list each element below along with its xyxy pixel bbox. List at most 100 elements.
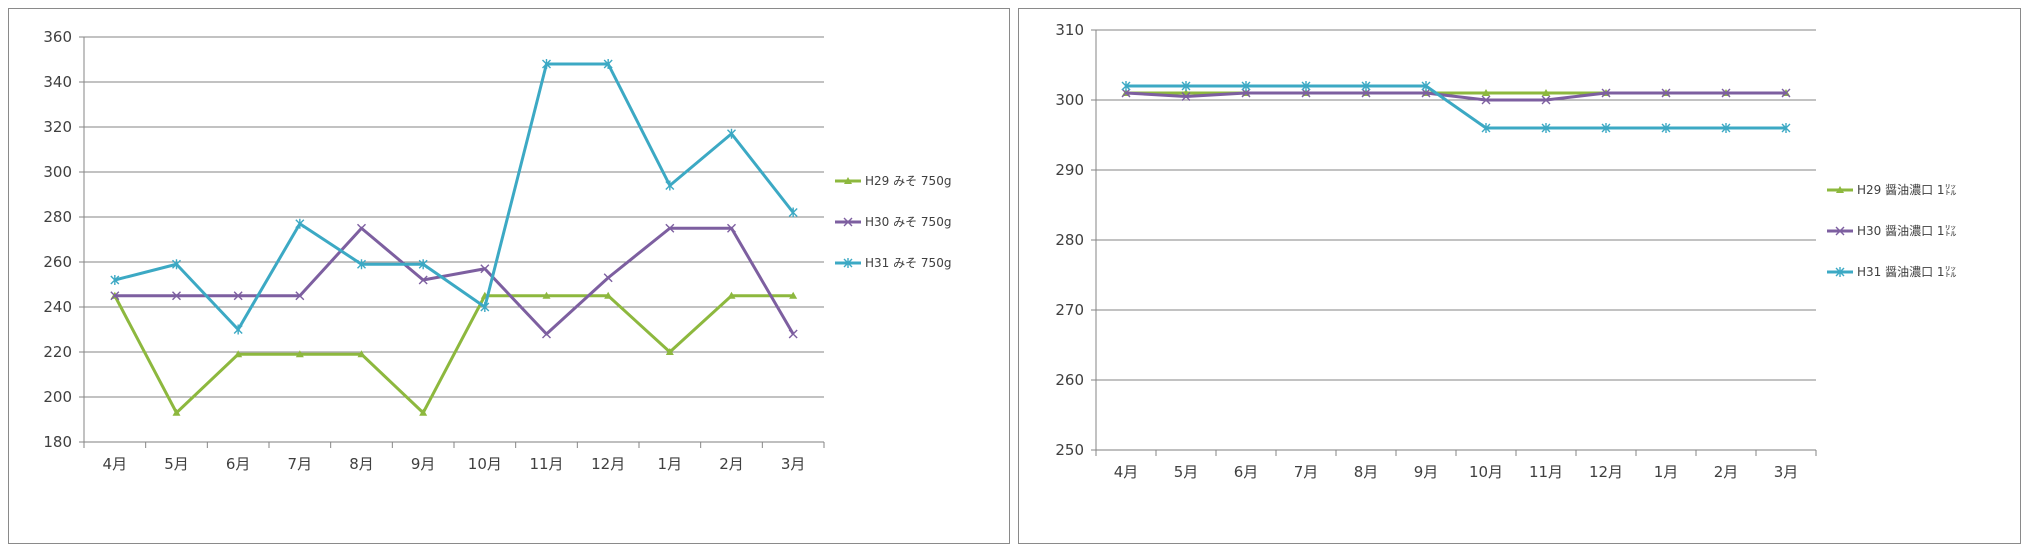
soy-legend-item: H29 醤油濃口 1㍑	[1827, 182, 1957, 197]
miso-data-point	[542, 59, 551, 69]
miso-data-point	[357, 223, 366, 233]
soy-data-point	[1481, 95, 1491, 105]
soy-x-tick-label: 5月	[1174, 463, 1199, 481]
miso-series-1	[110, 291, 798, 416]
miso-data-point	[665, 180, 675, 191]
soy-data-point	[1121, 88, 1131, 98]
miso-y-tick-label: 280	[43, 208, 72, 226]
soy-data-point	[1541, 123, 1551, 133]
soy-data-point	[1361, 81, 1371, 91]
miso-data-point	[480, 302, 490, 312]
miso-x-tick-label: 12月	[591, 455, 625, 473]
soy-x-tick-label: 9月	[1414, 463, 1439, 481]
soy-y-tick-label: 260	[1055, 371, 1084, 389]
soy-data-point	[1361, 88, 1371, 98]
miso-gridlines	[79, 36, 824, 443]
miso-legend-label: H31 みそ 750g	[865, 256, 951, 270]
soy-legend-label: H29 醤油濃口 1㍑	[1857, 182, 1957, 197]
soy-data-point	[1421, 88, 1431, 98]
soy-data-point	[1542, 89, 1550, 96]
soy-data-point	[1781, 88, 1791, 98]
soy-series-line	[1125, 91, 1786, 102]
soy-x-tick-label: 8月	[1354, 463, 1379, 481]
soy-data-point	[1181, 92, 1191, 101]
miso-y-tick-label: 220	[43, 343, 72, 361]
soy-data-point	[1482, 89, 1490, 96]
soy-legend-marker	[1835, 226, 1845, 236]
soy-series-line	[1126, 84, 1786, 130]
miso-y-tick-label: 360	[43, 28, 72, 46]
miso-y-tick-label: 240	[43, 298, 72, 316]
miso-data-point	[788, 329, 798, 339]
miso-series-line	[114, 62, 795, 331]
miso-data-point	[727, 223, 736, 233]
soy-data-point	[1241, 81, 1251, 91]
soy-y-tick-label: 290	[1055, 161, 1084, 179]
miso-x-tick-label: 11月	[529, 455, 563, 473]
miso-data-point	[172, 408, 181, 416]
soy-x-tick-label: 7月	[1294, 463, 1319, 481]
miso-legend-item: H29 みそ 750g	[835, 174, 951, 188]
soy-data-point	[1481, 123, 1491, 133]
soy-x-tick-label: 2月	[1714, 463, 1739, 481]
miso-series-line	[114, 226, 795, 336]
miso-legend-marker	[843, 258, 853, 268]
miso-data-point	[480, 264, 490, 274]
soy-data-point	[1301, 81, 1311, 91]
miso-legend-marker	[844, 177, 852, 184]
miso-data-point	[233, 324, 243, 335]
miso-x-tick-label: 3月	[781, 455, 806, 473]
miso-y-tick-label: 340	[43, 73, 72, 91]
miso-y-tick-label: 300	[43, 163, 72, 181]
miso-data-point	[789, 291, 798, 299]
miso-x-tick-label: 1月	[658, 455, 683, 473]
soy-data-point	[1601, 88, 1611, 98]
miso-data-point	[233, 291, 243, 301]
soy-data-point	[1121, 81, 1131, 91]
miso-data-point	[418, 275, 428, 285]
miso-data-point	[542, 329, 551, 339]
miso-x-tick-label: 10月	[468, 455, 502, 473]
miso-data-point	[357, 350, 366, 358]
miso-x-tick-label: 5月	[164, 455, 189, 473]
miso-data-point	[234, 350, 243, 358]
soy-data-point	[1721, 88, 1731, 98]
miso-x-tick-label: 2月	[719, 455, 744, 473]
soy-x-tick-label: 10月	[1469, 463, 1503, 481]
miso-data-point	[665, 223, 675, 233]
chart-soy-sauce-svg: 250 260 270 280 290 300 310 4月 5月 6月 7月 8月 9月 10月 11月 1…	[1055, 21, 1957, 481]
miso-data-point	[110, 275, 120, 285]
soy-series-3	[1121, 81, 1791, 133]
miso-data-point	[603, 59, 613, 69]
soy-data-point	[1721, 123, 1731, 133]
miso-data-point	[603, 273, 613, 283]
miso-data-point	[665, 348, 674, 355]
chart-miso-svg: 180 200 220 240 260 280 300 320 340 360 4月 5月 6月 7月 8月…	[43, 28, 951, 473]
miso-y-tick-label: 320	[43, 118, 72, 136]
soy-x-tick-label: 3月	[1774, 463, 1799, 481]
miso-x-tick-label: 4月	[103, 455, 128, 473]
soy-series-2	[1121, 88, 1791, 105]
miso-y-tick-label: 260	[43, 253, 72, 271]
miso-x-tick-label: 6月	[226, 455, 251, 473]
miso-legend-item: H31 みそ 750g	[835, 256, 951, 270]
miso-data-point	[604, 291, 613, 299]
miso-series-line	[113, 294, 794, 415]
miso-data-point	[418, 259, 428, 270]
soy-legend-label: H30 醤油濃口 1㍑	[1857, 223, 1957, 238]
soy-legend-item: H31 醤油濃口 1㍑	[1827, 264, 1957, 279]
miso-x-tick-label: 7月	[288, 455, 313, 473]
miso-x-tick-label: 8月	[349, 455, 374, 473]
miso-legend-marker	[843, 217, 853, 227]
miso-data-point	[172, 291, 181, 301]
soy-y-tick-label: 250	[1055, 441, 1084, 459]
soy-x-tick-label: 1月	[1654, 463, 1679, 481]
soy-x-tick-label: 12月	[1589, 463, 1623, 481]
soy-x-tick-label: 6月	[1234, 463, 1259, 481]
miso-data-point	[727, 128, 736, 139]
soy-y-tick-label: 280	[1055, 231, 1084, 249]
soy-legend-marker	[1836, 186, 1844, 193]
miso-y-tick-label: 200	[43, 388, 72, 406]
miso-x-tick-label: 9月	[411, 455, 436, 473]
soy-data-point	[1181, 81, 1191, 91]
